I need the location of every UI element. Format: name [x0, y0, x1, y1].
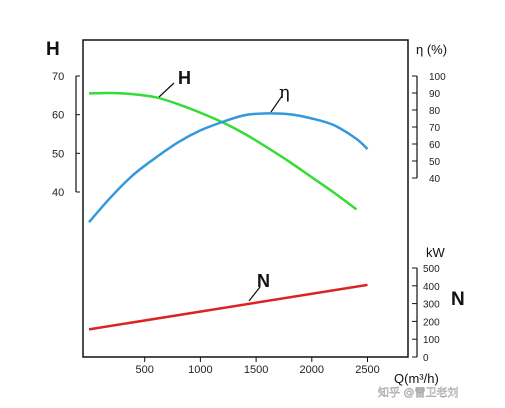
n-tick-label: 200 — [423, 317, 440, 328]
h-tick-label: 40 — [52, 187, 64, 199]
n-label-leader — [248, 286, 261, 302]
series-n-label: N — [257, 271, 270, 291]
h-axis-title: H — [46, 39, 60, 60]
n-tick-label: 500 — [423, 264, 440, 275]
n-axis-title: N — [451, 289, 465, 310]
h-axis-ticks: 70 60 50 40 — [52, 71, 80, 199]
eta-label-leader — [270, 95, 283, 113]
eta-tick-label: 70 — [429, 123, 441, 134]
series-eta-label: η — [279, 82, 290, 103]
series-h-label: H — [178, 68, 191, 88]
h-label-leader — [158, 82, 175, 98]
eta-tick-label: 40 — [429, 174, 441, 185]
h-tick-label: 70 — [52, 71, 64, 83]
series-n-line — [88, 283, 368, 331]
n-tick-label: 400 — [423, 282, 440, 293]
h-tick-label: 50 — [52, 148, 64, 160]
eta-axis-ticks: 100 90 80 70 60 50 40 — [412, 72, 446, 185]
x-tick-label: 2500 — [355, 364, 379, 376]
n-axis-ticks: 500 400 300 200 100 0 — [412, 264, 440, 364]
eta-axis-title: η (%) — [416, 42, 447, 57]
x-tick-label: 1500 — [244, 364, 268, 376]
x-axis-ticks: 500 1000 1500 2000 2500 — [136, 357, 380, 376]
x-tick-label: 1000 — [188, 364, 212, 376]
x-tick-label: 2000 — [300, 364, 324, 376]
n-axis-unit: kW — [426, 245, 446, 260]
x-tick-label: 500 — [136, 364, 154, 376]
eta-tick-label: 80 — [429, 106, 441, 117]
plot-frame — [82, 39, 409, 358]
watermark-text: 知乎 @雷卫老刘 — [378, 385, 459, 399]
eta-tick-label: 50 — [429, 157, 441, 168]
n-tick-label: 100 — [423, 335, 440, 346]
n-tick-label: 0 — [423, 353, 429, 364]
x-axis-title: Q(m³/h) — [394, 371, 439, 386]
series-h-line — [88, 91, 358, 211]
series-eta-line — [88, 112, 369, 224]
h-tick-label: 60 — [52, 110, 64, 122]
eta-tick-label: 100 — [429, 72, 446, 83]
eta-tick-label: 90 — [429, 89, 441, 100]
eta-tick-label: 60 — [429, 140, 441, 151]
n-tick-label: 300 — [423, 300, 440, 311]
